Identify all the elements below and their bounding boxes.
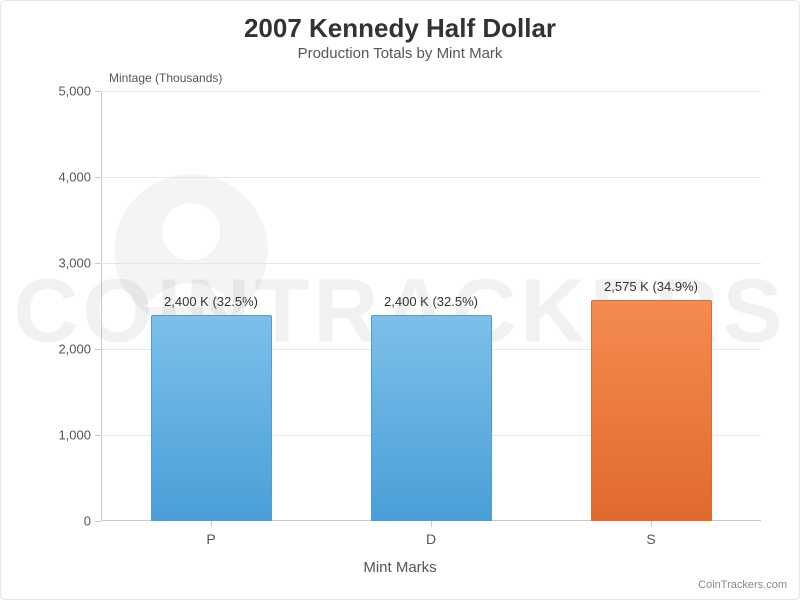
chart-container: COINTRACKERS 2007 Kennedy Half Dollar Pr… — [0, 0, 800, 600]
bar-value-label: 2,400 K (32.5%) — [384, 294, 478, 309]
bar — [591, 300, 712, 521]
plot-area: 01,0002,0003,0004,0005,0002,400 K (32.5%… — [101, 91, 761, 521]
y-tick-mark — [95, 435, 101, 436]
x-tick-mark — [651, 521, 652, 527]
x-tick-label: S — [646, 531, 655, 547]
grid-line — [101, 263, 761, 264]
bar-value-label: 2,575 K (34.9%) — [604, 279, 698, 294]
x-tick-mark — [431, 521, 432, 527]
grid-line — [101, 177, 761, 178]
bar — [151, 315, 272, 521]
y-tick-label: 1,000 — [58, 428, 91, 443]
bar — [371, 315, 492, 521]
attribution-text: CoinTrackers.com — [698, 579, 787, 591]
x-tick-mark — [211, 521, 212, 527]
y-tick-label: 4,000 — [58, 170, 91, 185]
y-tick-mark — [95, 263, 101, 264]
grid-line — [101, 91, 761, 92]
chart-subtitle: Production Totals by Mint Mark — [1, 45, 799, 62]
y-axis-line — [101, 91, 102, 521]
chart-title: 2007 Kennedy Half Dollar — [1, 13, 799, 44]
y-tick-mark — [95, 521, 101, 522]
y-tick-label: 0 — [84, 514, 91, 529]
bar-value-label: 2,400 K (32.5%) — [164, 294, 258, 309]
y-axis-title: Mintage (Thousands) — [109, 71, 222, 85]
x-axis-title: Mint Marks — [1, 559, 799, 576]
y-tick-mark — [95, 177, 101, 178]
x-tick-label: D — [426, 531, 436, 547]
y-tick-mark — [95, 91, 101, 92]
y-tick-mark — [95, 349, 101, 350]
y-tick-label: 3,000 — [58, 256, 91, 271]
y-tick-label: 2,000 — [58, 342, 91, 357]
x-tick-label: P — [206, 531, 215, 547]
y-tick-label: 5,000 — [58, 84, 91, 99]
